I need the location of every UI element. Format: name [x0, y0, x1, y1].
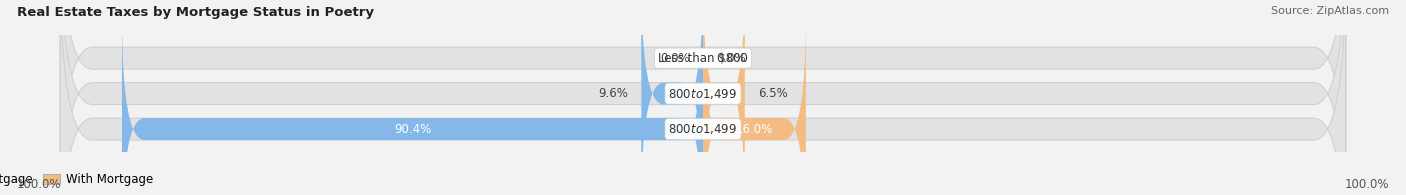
- FancyBboxPatch shape: [703, 0, 745, 195]
- Text: $800 to $1,499: $800 to $1,499: [668, 122, 738, 136]
- FancyBboxPatch shape: [60, 0, 1346, 195]
- Text: 16.0%: 16.0%: [735, 122, 773, 136]
- Legend: Without Mortgage, With Mortgage: Without Mortgage, With Mortgage: [0, 168, 157, 191]
- Text: 90.4%: 90.4%: [394, 122, 432, 136]
- FancyBboxPatch shape: [122, 16, 703, 195]
- Text: Source: ZipAtlas.com: Source: ZipAtlas.com: [1271, 6, 1389, 16]
- Text: Less than $800: Less than $800: [658, 52, 748, 65]
- Text: 0.0%: 0.0%: [716, 52, 745, 65]
- Text: $800 to $1,499: $800 to $1,499: [668, 87, 738, 101]
- Text: 100.0%: 100.0%: [1344, 178, 1389, 191]
- Text: 100.0%: 100.0%: [17, 178, 62, 191]
- Text: 0.0%: 0.0%: [661, 52, 690, 65]
- Text: 9.6%: 9.6%: [599, 87, 628, 100]
- FancyBboxPatch shape: [60, 0, 1346, 195]
- Text: 6.5%: 6.5%: [758, 87, 787, 100]
- Text: Real Estate Taxes by Mortgage Status in Poetry: Real Estate Taxes by Mortgage Status in …: [17, 6, 374, 19]
- FancyBboxPatch shape: [60, 0, 1346, 195]
- FancyBboxPatch shape: [703, 16, 806, 195]
- FancyBboxPatch shape: [641, 0, 703, 195]
